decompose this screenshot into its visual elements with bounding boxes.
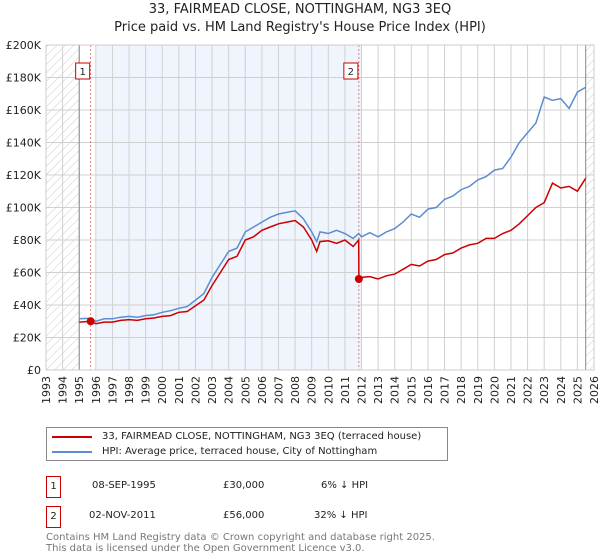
sale-point xyxy=(354,275,363,283)
footer: Contains HM Land Registry data © Crown c… xyxy=(46,532,435,554)
x-tick-label: 2005 xyxy=(239,376,252,404)
transaction-number: 2 xyxy=(46,506,61,528)
y-tick-label: £60K xyxy=(13,267,42,280)
legend-swatch-red xyxy=(52,435,92,438)
x-tick-label: 2022 xyxy=(522,376,535,404)
transaction-number: 1 xyxy=(46,476,61,498)
y-tick-label: £40K xyxy=(13,299,42,312)
sale-marker-label: 2 xyxy=(348,67,354,78)
x-tick-label: 2013 xyxy=(372,376,385,404)
y-tick-label: £120K xyxy=(6,169,42,182)
chart-subtitle: Price paid vs. HM Land Registry's House … xyxy=(114,20,486,35)
x-tick-label: 2016 xyxy=(422,376,435,404)
x-tick-label: 1993 xyxy=(40,376,53,404)
x-tick-label: 2021 xyxy=(505,376,518,404)
x-tick-label: 2009 xyxy=(306,376,319,404)
x-tick-label: 2010 xyxy=(322,376,335,404)
legend-swatch-blue xyxy=(52,450,92,453)
transaction-hpi-diff: 32% ↓ HPI xyxy=(314,510,368,521)
x-tick-label: 2020 xyxy=(488,376,501,404)
x-tick-label: 2011 xyxy=(339,376,352,404)
x-tick-label: 1998 xyxy=(123,376,136,404)
sale-point xyxy=(86,317,95,326)
x-tick-label: 1995 xyxy=(73,376,86,404)
x-tick-label: 2002 xyxy=(189,376,202,404)
transaction-row: 1 08-SEP-1995 £30,000 6% ↓ HPI xyxy=(46,476,446,498)
sale-marker-label: 1 xyxy=(79,67,85,78)
x-tick-label: 2003 xyxy=(206,376,219,404)
x-tick-label: 2019 xyxy=(472,376,485,404)
legend-item-property: 33, FAIRMEAD CLOSE, NOTTINGHAM, NG3 3EQ … xyxy=(52,431,421,442)
x-tick-label: 2012 xyxy=(356,376,369,404)
transaction-price: £56,000 xyxy=(223,510,265,521)
y-tick-label: £80K xyxy=(13,234,42,247)
legend-item-hpi: HPI: Average price, terraced house, City… xyxy=(52,446,377,457)
y-tick-label: £140K xyxy=(6,137,42,150)
x-tick-label: 2014 xyxy=(389,376,402,404)
x-tick-label: 2004 xyxy=(223,376,236,404)
x-tick-label: 2017 xyxy=(439,376,452,404)
x-tick-label: 1997 xyxy=(106,376,119,404)
series-line xyxy=(79,86,587,323)
x-tick-label: 1996 xyxy=(90,376,103,404)
transaction-price: £30,000 xyxy=(223,480,265,491)
transaction-hpi-diff: 6% ↓ HPI xyxy=(321,480,369,491)
x-tick-label: 2007 xyxy=(272,376,285,404)
legend-label-property: 33, FAIRMEAD CLOSE, NOTTINGHAM, NG3 3EQ … xyxy=(102,431,422,442)
x-tick-label: 1994 xyxy=(57,376,70,404)
footer-licence: This data is licensed under the Open Gov… xyxy=(46,543,365,554)
legend-label-hpi: HPI: Average price, terraced house, City… xyxy=(102,446,378,457)
x-tick-label: 2025 xyxy=(571,376,584,404)
plot-frame xyxy=(45,44,595,371)
footer-copyright: Contains HM Land Registry data © Crown c… xyxy=(46,532,435,543)
y-tick-label: £180K xyxy=(6,72,42,85)
sale-marker-box xyxy=(75,62,91,80)
y-tick-label: £0 xyxy=(27,364,41,377)
x-tick-label: 2018 xyxy=(455,376,468,404)
x-tick-label: 2006 xyxy=(256,376,269,404)
transaction-date: 08-SEP-1995 xyxy=(92,480,156,491)
transaction-row: 2 02-NOV-2011 £56,000 32% ↓ HPI xyxy=(46,506,446,528)
x-tick-label: 1999 xyxy=(140,376,153,404)
x-tick-label: 2023 xyxy=(538,376,551,404)
x-tick-label: 2026 xyxy=(588,376,600,404)
transaction-date: 02-NOV-2011 xyxy=(89,510,156,521)
price-chart: 1993 1994 1995 1996 1997 1998 1999 2000 2001 2002… xyxy=(6,39,600,404)
chart-title: 33, FAIRMEAD CLOSE, NOTTINGHAM, NG3 3EQ xyxy=(148,2,452,17)
x-tick-label: 2024 xyxy=(555,376,568,404)
y-tick-label: £200K xyxy=(6,39,42,52)
y-tick-label: £100K xyxy=(6,202,42,215)
series-line xyxy=(79,177,587,325)
y-tick-label: £160K xyxy=(6,104,42,117)
x-tick-label: 2015 xyxy=(405,376,418,404)
x-tick-label: 2000 xyxy=(156,376,169,404)
legend: 33, FAIRMEAD CLOSE, NOTTINGHAM, NG3 3EQ … xyxy=(46,427,448,461)
x-tick-label: 2008 xyxy=(289,376,302,404)
y-tick-label: £20K xyxy=(13,332,42,345)
x-tick-label: 2001 xyxy=(173,376,186,404)
sale-marker-box xyxy=(343,62,359,80)
